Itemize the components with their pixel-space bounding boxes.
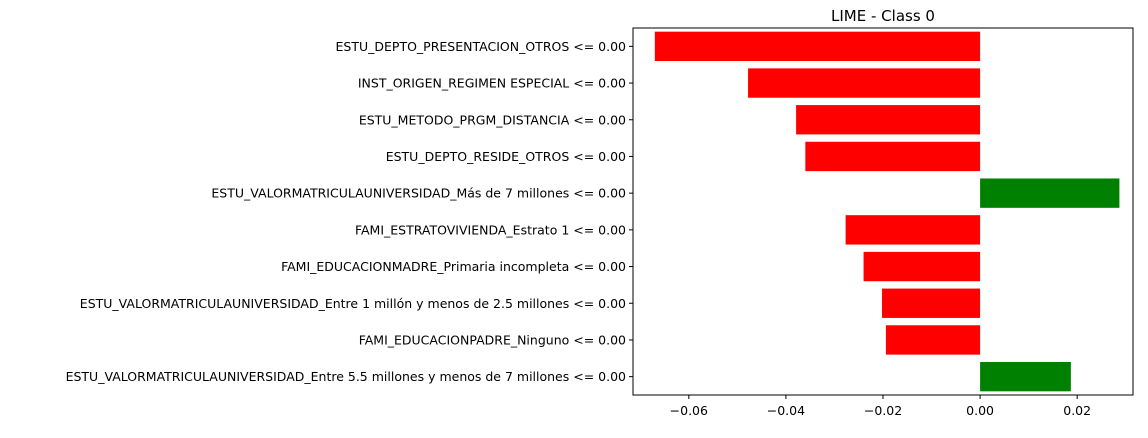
x-ticks: −0.06 −0.04 −0.02 0.00 0.02 [670,395,1091,418]
x-tick-label: −0.06 [670,403,708,418]
y-tick-label: ESTU_VALORMATRICULAUNIVERSIDAD_Entre 5.5… [66,369,626,384]
y-tick-label: FAMI_EDUCACIONPADRE_Ninguno <= 0.00 [359,332,626,347]
y-tick-labels: ESTU_DEPTO_PRESENTACION_OTROS <= 0.00 INS… [66,39,633,384]
bar [885,325,981,355]
y-tick-label: FAMI_EDUCACIONMADRE_Primaria incompleta … [281,259,626,274]
bar [882,288,981,318]
bar [654,31,981,62]
bar [796,105,981,135]
y-tick-label: ESTU_VALORMATRICULAUNIVERSIDAD_Entre 1 m… [80,296,626,311]
bar [805,141,981,172]
axes-frame [632,27,1134,396]
bars-group [654,31,1120,392]
y-tick-label: ESTU_VALORMATRICULAUNIVERSIDAD_Más de 7 … [211,186,626,201]
bar [980,178,1120,208]
chart-title: LIME - Class 0 [831,7,935,25]
y-tick-label: INST_ORIGEN_REGIMEN ESPECIAL <= 0.00 [358,76,626,91]
y-tick-label: ESTU_DEPTO_RESIDE_OTROS <= 0.00 [386,149,626,164]
bar [863,251,981,282]
bar [748,68,981,98]
x-tick-label: −0.02 [864,403,902,418]
x-tick-label: 0.00 [966,403,994,418]
y-tick-label: FAMI_ESTRATOVIVIENDA_Estrato 1 <= 0.00 [355,222,626,237]
x-tick-label: −0.04 [767,403,805,418]
y-tick-label: ESTU_METODO_PRGM_DISTANCIA <= 0.00 [359,112,626,127]
y-tick-label: ESTU_DEPTO_PRESENTACION_OTROS <= 0.00 [336,39,627,54]
bar [845,215,981,245]
bar [980,361,1071,392]
x-tick-label: 0.02 [1063,403,1091,418]
